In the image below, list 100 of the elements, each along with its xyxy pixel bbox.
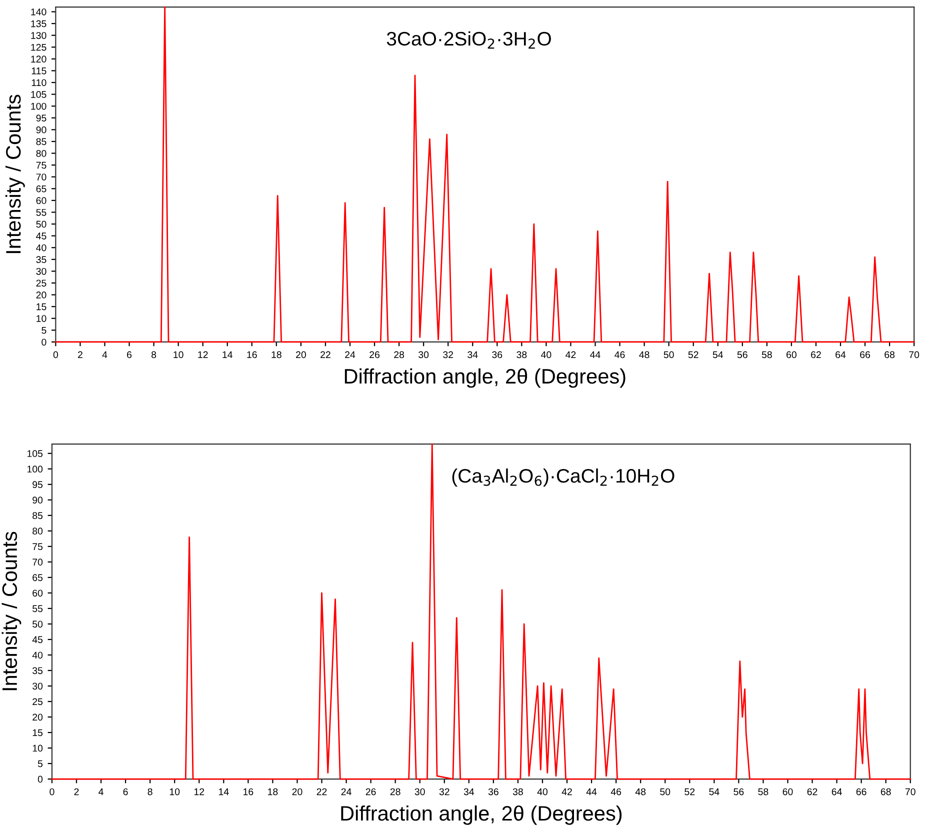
y-tick-label: 5 xyxy=(38,760,43,768)
x-tick-label: 64 xyxy=(832,788,842,796)
y-tick-label: 85 xyxy=(32,512,43,520)
y-tick-label: 30 xyxy=(32,682,43,690)
x-tick-label: 44 xyxy=(590,351,600,358)
text: (Ca$_{3}$Al$_{2}$O$_{6}$)·CaCl$_{2}$·10H$_{2}$O xyxy=(452,468,674,487)
x-tick-label: 66 xyxy=(856,788,866,796)
y-tick-label: 105 xyxy=(31,91,46,98)
x-tick-label: 54 xyxy=(709,788,720,796)
x-tick-label: 22 xyxy=(316,788,327,796)
y-tick-label: 45 xyxy=(32,636,43,644)
y-tick-label: 85 xyxy=(36,138,46,146)
x-tick-label: 22 xyxy=(320,351,330,358)
y-axis-title: Intensity / Counts xyxy=(5,94,25,254)
x-tick-label: 28 xyxy=(390,788,400,796)
y-tick-label: 100 xyxy=(31,102,46,110)
y-tick-label: 5 xyxy=(42,327,46,334)
y-tick-label: 110 xyxy=(32,79,46,86)
y-tick-label: 20 xyxy=(32,714,43,721)
x-tick-label: 50 xyxy=(660,788,670,796)
x-tick-label: 34 xyxy=(468,351,478,358)
x-tick-label: 18 xyxy=(272,351,282,358)
x-tick-label: 0 xyxy=(53,351,58,358)
y-tick-label: 70 xyxy=(32,558,43,566)
x-tick-label: 34 xyxy=(464,788,474,796)
x-tick-label: 56 xyxy=(734,788,744,796)
y-tick-label: 25 xyxy=(32,698,43,706)
x-tick-label: 20 xyxy=(296,351,306,358)
y-tick-label: 55 xyxy=(32,605,43,612)
x-tick-label: 70 xyxy=(909,351,920,358)
y-tick-label: 75 xyxy=(36,162,46,169)
y-tick-label: 10 xyxy=(32,744,43,752)
y-tick-label: 90 xyxy=(32,496,43,504)
x-tick-label: 68 xyxy=(884,351,895,358)
x-tick-label: 30 xyxy=(414,788,425,796)
y-tick-label: 105 xyxy=(27,450,43,458)
x-axis-title: Diffraction angle, 2θ (Degrees) xyxy=(341,805,622,825)
y-tick-label: 80 xyxy=(36,150,46,157)
x-tick-label: 24 xyxy=(345,351,356,358)
x-tick-label: 42 xyxy=(566,351,576,358)
x-tick-label: 32 xyxy=(439,788,450,796)
x-tick-label: 6 xyxy=(127,351,132,358)
x-tick-label: 14 xyxy=(218,788,229,796)
x-tick-label: 42 xyxy=(562,788,572,796)
x-tick-label: 8 xyxy=(148,788,152,796)
y-tick-label: 0 xyxy=(38,776,43,783)
annotation: 3CaO·2SiO$_{2}$·3H$_{2}$O xyxy=(386,31,551,49)
x-tick-label: 6 xyxy=(123,788,128,796)
x-tick-label: 48 xyxy=(639,351,650,358)
y-tick-label: 70 xyxy=(36,174,46,180)
x-tick-label: 24 xyxy=(341,788,352,796)
x-tick-label: 62 xyxy=(807,788,818,796)
x-tick-label: 60 xyxy=(786,351,796,358)
x-tick-label: 40 xyxy=(537,788,548,796)
y-tick-label: 75 xyxy=(32,543,43,550)
x-tick-label: 58 xyxy=(762,351,772,358)
y-tick-label: 50 xyxy=(32,620,43,628)
x-tick-label: 12 xyxy=(198,351,208,358)
y-tick-label: 0 xyxy=(42,338,46,346)
x-tick-label: 46 xyxy=(614,351,625,358)
x-tick-label: 10 xyxy=(174,351,184,358)
x-tick-label: 38 xyxy=(512,788,523,796)
y-axis-title: Intensity / Counts xyxy=(2,532,22,690)
x-tick-label: 36 xyxy=(488,788,498,796)
x-tick-label: 16 xyxy=(244,788,254,796)
line-series xyxy=(51,443,912,780)
x-tick-label: 64 xyxy=(836,351,846,358)
x-tick-label: 2 xyxy=(78,351,82,358)
y-tick-label: 20 xyxy=(36,292,46,298)
x-tick-label: 0 xyxy=(50,788,54,796)
x-tick-label: 50 xyxy=(664,351,674,358)
line-series xyxy=(54,6,915,343)
y-tick-label: 65 xyxy=(32,574,43,582)
y-tick-label: 40 xyxy=(32,652,43,659)
x-tick-label: 52 xyxy=(684,788,695,796)
x-tick-label: 62 xyxy=(811,351,821,358)
x-tick-label: 20 xyxy=(292,788,302,796)
y-tick-label: 115 xyxy=(32,68,46,74)
y-tick-label: 55 xyxy=(36,209,46,216)
x-tick-label: 4 xyxy=(98,788,104,796)
x-tick-label: 16 xyxy=(247,351,257,358)
y-tick-label: 35 xyxy=(32,667,43,674)
x-tick-label: 26 xyxy=(370,351,380,358)
y-tick-label: 90 xyxy=(36,126,46,134)
y-tick-label: 50 xyxy=(36,220,46,228)
y-tick-label: 60 xyxy=(36,197,46,204)
y-tick-label: 80 xyxy=(32,528,43,535)
x-tick-label: 2 xyxy=(74,788,79,796)
y-tick-label: 65 xyxy=(36,185,46,192)
x-tick-label: 68 xyxy=(880,788,891,796)
x-tick-label: 4 xyxy=(102,351,108,358)
x-tick-label: 30 xyxy=(418,351,429,358)
y-tick-label: 135 xyxy=(31,20,46,28)
x-tick-label: 10 xyxy=(170,788,180,796)
y-tick-label: 30 xyxy=(36,268,46,275)
y-tick-label: 40 xyxy=(36,244,46,252)
x-tick-label: 44 xyxy=(586,788,597,796)
y-tick-label: 10 xyxy=(36,315,46,322)
x-tick-label: 12 xyxy=(194,788,204,796)
x-tick-label: 38 xyxy=(516,351,527,358)
